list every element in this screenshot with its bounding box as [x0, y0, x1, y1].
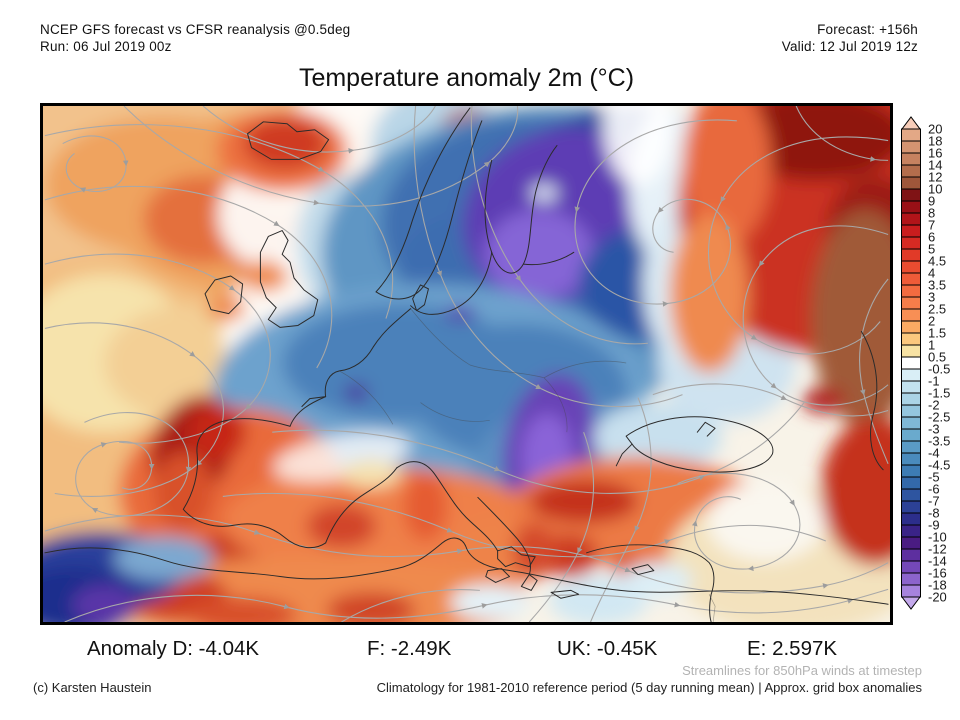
colorbar-scale: 201816141210987654.543.532.521.510.5-0.5…: [901, 116, 950, 610]
svg-text:-3: -3: [928, 422, 940, 437]
forecast-lead-time: Forecast: +156h: [817, 22, 918, 37]
svg-text:-6: -6: [928, 482, 940, 497]
svg-text:-14: -14: [928, 554, 947, 569]
svg-text:20: 20: [928, 122, 942, 137]
svg-text:8: 8: [928, 206, 935, 221]
svg-text:-16: -16: [928, 566, 947, 581]
svg-text:10: 10: [928, 182, 942, 197]
forecast-valid-time: Valid: 12 Jul 2019 12z: [781, 39, 918, 54]
anomaly-stats: Anomaly D: -4.04K F: -2.49K UK: -0.45K E…: [0, 637, 960, 665]
svg-text:2: 2: [928, 314, 935, 329]
svg-text:4.5: 4.5: [928, 254, 946, 269]
anomaly-field-layer: [43, 106, 890, 622]
copyright-note: (c) Karsten Haustein: [33, 680, 152, 695]
anomaly-map: [43, 106, 890, 622]
svg-text:-2.5: -2.5: [928, 410, 950, 425]
svg-text:-8: -8: [928, 506, 940, 521]
map-frame: [40, 103, 893, 625]
anomaly-stat-uk: UK: -0.45K: [557, 637, 658, 660]
svg-text:-4.5: -4.5: [928, 458, 950, 473]
svg-text:2.5: 2.5: [928, 302, 946, 317]
anomaly-stat-france: F: -2.49K: [367, 637, 452, 660]
anomaly-stat-germany: Anomaly D: -4.04K: [87, 637, 260, 660]
model-run-time: Run: 06 Jul 2019 00z: [40, 39, 172, 54]
svg-text:1.5: 1.5: [928, 326, 946, 341]
svg-text:1: 1: [928, 338, 935, 353]
model-comparison-label: NCEP GFS forecast vs CFSR reanalysis @0.…: [40, 22, 351, 37]
svg-text:12: 12: [928, 170, 942, 185]
svg-text:-10: -10: [928, 530, 947, 545]
svg-text:-3.5: -3.5: [928, 434, 950, 449]
svg-text:0.5: 0.5: [928, 350, 946, 365]
svg-text:6: 6: [928, 230, 935, 245]
svg-text:14: 14: [928, 158, 942, 173]
streamlines-layer: [44, 106, 889, 622]
coastlines-layer: [44, 107, 889, 622]
svg-text:-9: -9: [928, 518, 940, 533]
svg-text:3.5: 3.5: [928, 278, 946, 293]
page-title: Temperature anomaly 2m (°C): [298, 64, 635, 92]
svg-text:-2: -2: [928, 398, 940, 413]
svg-text:9: 9: [928, 194, 935, 209]
anomaly-stat-europe: E: 2.597K: [747, 637, 838, 660]
svg-text:-7: -7: [928, 494, 940, 509]
colorbar-legend: 20 18 16 14 12 10 9 8 7 6 5 4.5 4 3.5 3 2.5 2 1.5 1 0.5 -0.5…: [901, 116, 960, 621]
svg-text:3: 3: [928, 290, 935, 305]
svg-text:-18: -18: [928, 578, 947, 593]
svg-text:18: 18: [928, 134, 942, 149]
model-info: NCEP GFS forecast vs CFSR reanalysis @0.…: [40, 21, 350, 55]
svg-text:4: 4: [928, 266, 935, 281]
svg-text:-1.5: -1.5: [928, 386, 950, 401]
streamlines-note: Streamlines for 850hPa winds at timestep: [682, 663, 922, 678]
climatology-note: Climatology for 1981-2010 reference peri…: [376, 680, 922, 695]
svg-text:-4: -4: [928, 446, 940, 461]
svg-text:-20: -20: [928, 590, 947, 605]
svg-text:-12: -12: [928, 542, 947, 557]
svg-text:-0.5: -0.5: [928, 362, 950, 377]
svg-text:7: 7: [928, 218, 935, 233]
svg-text:-1: -1: [928, 374, 940, 389]
svg-text:-5: -5: [928, 470, 940, 485]
forecast-info: Forecast: +156h Valid: 12 Jul 2019 12z: [782, 21, 918, 55]
svg-text:5: 5: [928, 242, 935, 257]
svg-text:16: 16: [928, 146, 942, 161]
